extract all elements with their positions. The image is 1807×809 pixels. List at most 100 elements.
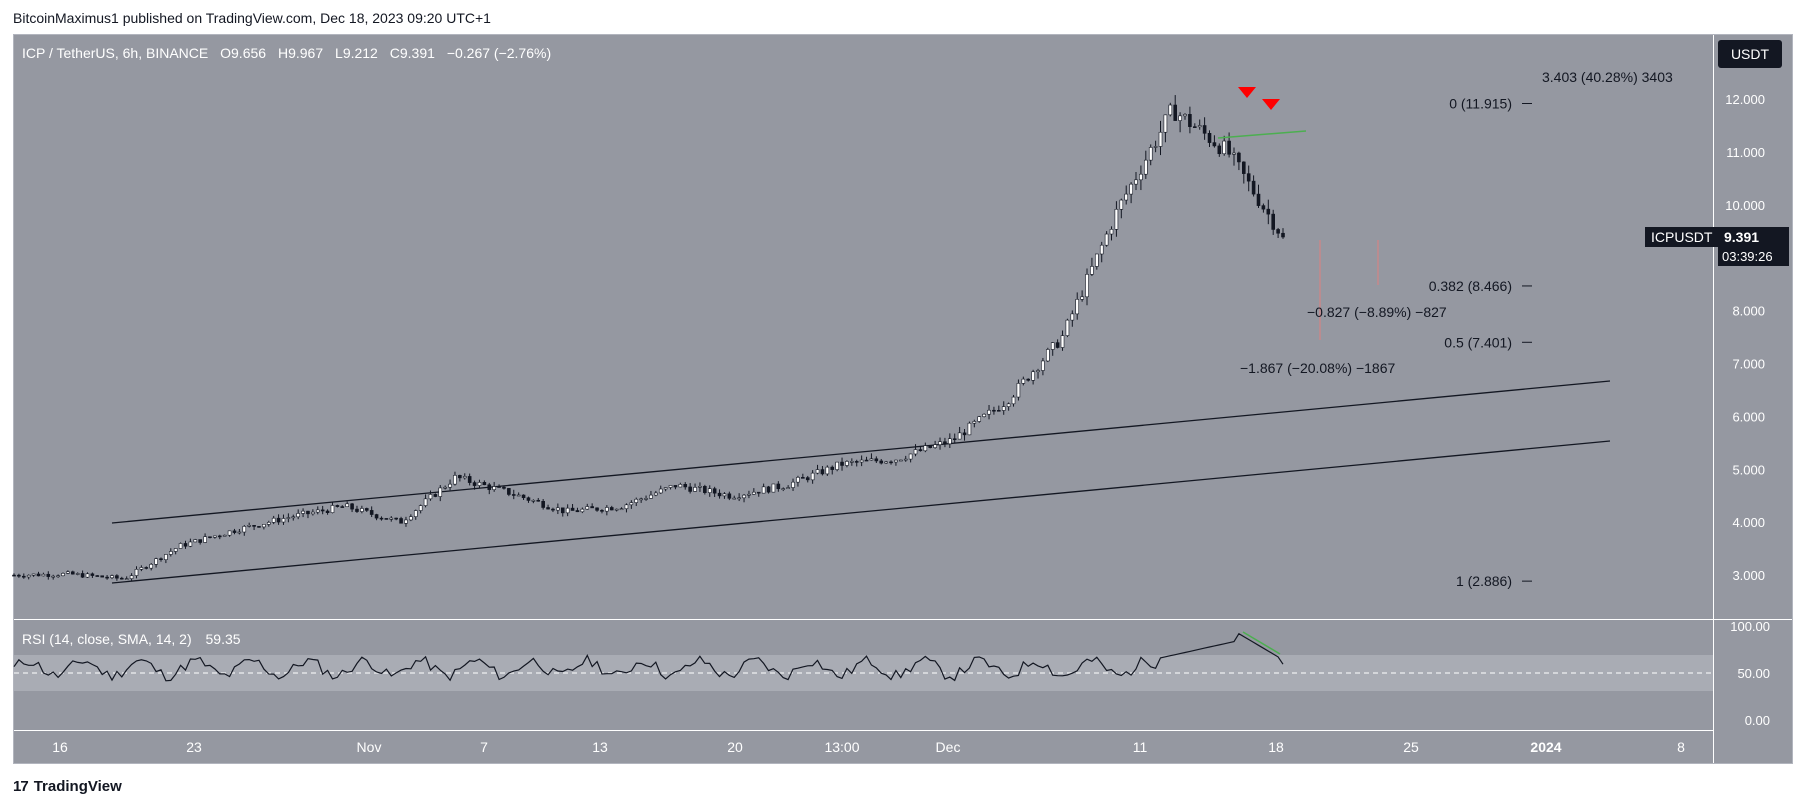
candle-body <box>12 574 16 577</box>
candle-body <box>673 485 678 488</box>
candle-body <box>144 567 149 569</box>
candle-body <box>1168 104 1173 116</box>
time-tick-label: Dec <box>936 739 961 755</box>
chart-title: ICP / TetherUS, 6h, BINANCE O9.656 H9.96… <box>22 45 551 61</box>
footer-brand[interactable]: 17 TradingView <box>13 778 122 795</box>
candle-body <box>1050 342 1055 350</box>
last-price-symbol: ICPUSDT <box>1651 229 1713 245</box>
candle-body <box>1227 140 1231 155</box>
candle-body <box>1104 233 1109 246</box>
candle-body <box>66 571 70 574</box>
channel-upper-line[interactable] <box>111 380 1611 524</box>
candle-body <box>247 525 251 527</box>
candle-body <box>546 507 550 510</box>
candle-body <box>997 410 1001 412</box>
candle-body <box>923 445 928 452</box>
candle-body <box>585 506 590 510</box>
candle-body <box>526 497 531 501</box>
candle-body <box>820 469 825 475</box>
candle-body <box>1242 161 1246 174</box>
candle-body <box>1070 313 1075 321</box>
candle-body <box>727 493 732 499</box>
candle-body <box>193 539 198 543</box>
candle-body <box>31 573 36 576</box>
candle-body <box>644 498 648 500</box>
candle-body <box>75 573 80 575</box>
candle-body <box>551 508 555 511</box>
candle-body <box>61 573 65 577</box>
candle-body <box>536 499 541 502</box>
time-axis-ticks: 16 23 Nov 7 13 20 13:00 Dec 11 18 25 2024 8 <box>52 739 1685 755</box>
candle-body <box>433 494 438 497</box>
candle-body <box>1153 146 1158 148</box>
candle-body <box>742 494 746 499</box>
candle-body <box>1055 342 1060 348</box>
candle-body <box>320 509 325 512</box>
candle-body <box>1237 152 1241 163</box>
candle-body <box>859 459 864 463</box>
candle-body <box>629 502 634 506</box>
candles-group <box>12 95 1285 582</box>
candle-body <box>556 507 560 511</box>
candle-body <box>761 486 766 494</box>
candle-body <box>1251 180 1256 195</box>
channel-lower-line[interactable] <box>111 440 1611 584</box>
candle-body <box>1256 193 1261 206</box>
resistance-line[interactable] <box>1217 130 1307 139</box>
candle-body <box>1090 266 1094 275</box>
candle-body <box>217 535 222 538</box>
candle-body <box>1006 403 1011 407</box>
candle-body <box>438 487 443 497</box>
currency-button[interactable]: USDT <box>1718 40 1782 68</box>
time-tick-label: 18 <box>1268 739 1284 755</box>
time-tick-label: 13 <box>592 739 608 755</box>
candle-body <box>933 444 937 448</box>
candle-body <box>962 432 967 436</box>
candle-body <box>448 483 452 488</box>
candle-body <box>565 507 570 514</box>
candle-body <box>477 482 482 486</box>
candle-body <box>467 476 472 483</box>
rsi-line <box>13 632 1284 682</box>
candle-body <box>1163 114 1168 133</box>
candle-body <box>879 460 884 464</box>
candle-body <box>266 522 271 525</box>
candle-body <box>850 461 854 463</box>
candle-body <box>90 573 95 576</box>
candle-body <box>159 558 163 560</box>
candle-body <box>864 459 869 462</box>
candle-body <box>1197 125 1202 128</box>
candle-body <box>982 413 986 417</box>
top-marker-2 <box>1262 99 1280 110</box>
candle-body <box>1134 179 1138 185</box>
candle-body <box>908 453 913 460</box>
ohlc-h-value: 9.967 <box>288 45 323 61</box>
candle-body <box>1222 140 1227 155</box>
candle-body <box>100 575 104 578</box>
candle-body <box>634 498 639 503</box>
fib-level-label: 1 (2.886) <box>1456 573 1512 589</box>
candle-body <box>840 461 844 466</box>
candle-body <box>874 458 879 462</box>
time-tick-label: 20 <box>727 739 743 755</box>
price-tick-label: 8.000 <box>1732 304 1765 319</box>
candle-body <box>678 484 683 488</box>
candle-body <box>830 466 835 470</box>
candle-body <box>1021 378 1026 384</box>
candle-body <box>110 575 114 579</box>
price-tick-label: 12.000 <box>1725 92 1765 107</box>
candle-body <box>825 466 830 475</box>
candle-body <box>516 494 521 497</box>
candle-body <box>668 485 673 488</box>
candle-body <box>315 509 320 513</box>
candle-body <box>252 525 256 527</box>
candle-body <box>1202 125 1207 134</box>
candle-body <box>394 517 398 520</box>
candle-body <box>805 477 810 481</box>
candle-body <box>1266 208 1271 215</box>
candle-body <box>188 541 193 547</box>
time-tick-label: 25 <box>1403 739 1419 755</box>
candle-body <box>796 477 800 483</box>
candle-body <box>389 517 394 520</box>
